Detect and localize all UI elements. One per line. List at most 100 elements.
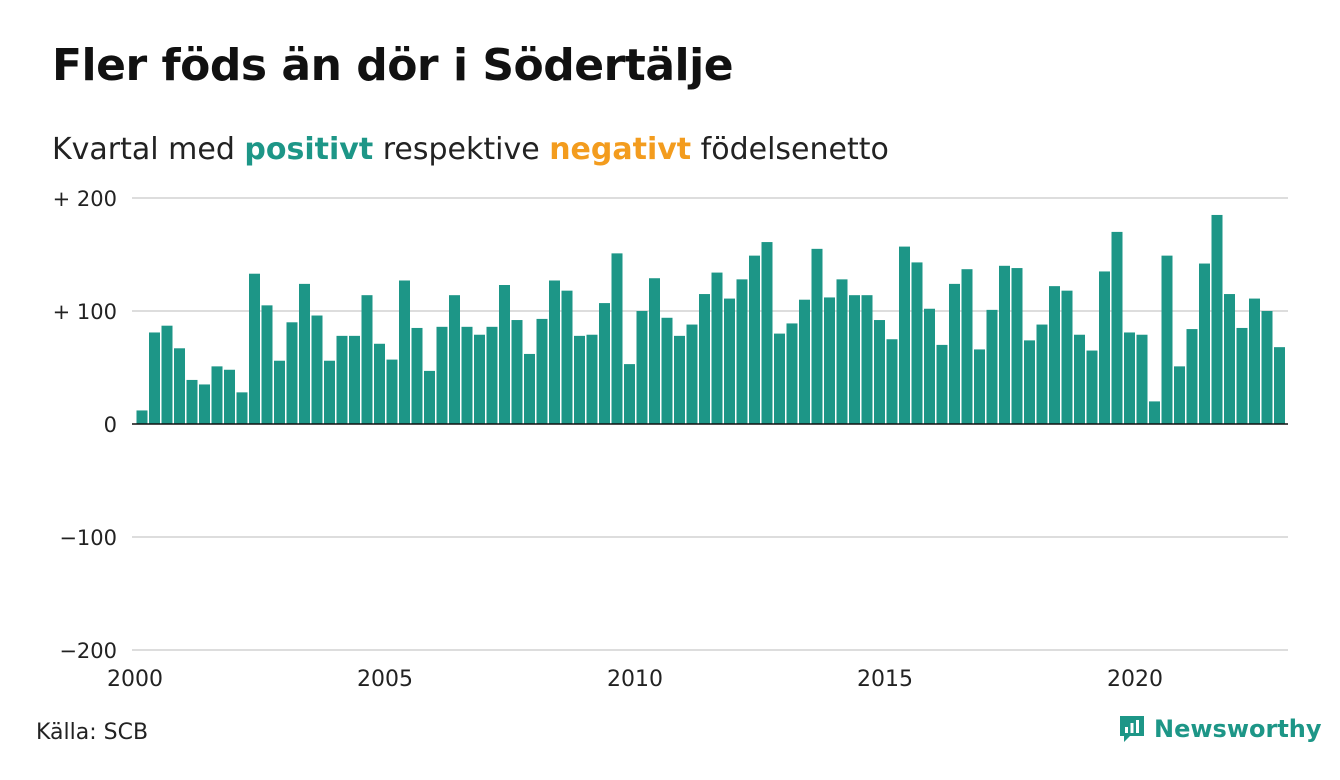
subtitle-middle: respektive [373,132,550,167]
bar [686,324,698,424]
bar [824,297,835,424]
bar [1199,263,1210,424]
bar [761,242,773,424]
bar [161,325,173,424]
bar [886,339,898,424]
bar [911,262,923,424]
bar [299,283,310,424]
bar [699,294,710,424]
bar [199,384,210,424]
y-tick-label: −100 [59,526,117,550]
bar [1249,298,1260,424]
bar [724,298,735,424]
bar [924,308,935,424]
bar [674,335,685,424]
bar [749,255,760,424]
bar [436,326,448,424]
bar [1124,332,1135,424]
bar [1099,271,1110,424]
bar [1074,334,1085,424]
bar [1186,329,1198,424]
bar [274,360,285,424]
bar [361,295,373,424]
bar [211,366,223,424]
bar [149,332,160,424]
x-tick-label: 2015 [857,667,913,692]
bar [1049,286,1060,424]
source-note: Källa: SCB [36,720,149,745]
bar [949,283,960,424]
bar [561,290,573,424]
bar [624,364,635,424]
bar [1274,347,1285,424]
bar [1261,311,1273,424]
chart-subtitle: Kvartal med positivt respektive negativt… [52,132,889,167]
bar [811,248,823,424]
bar [799,299,810,424]
y-tick-label: 0 [104,413,117,437]
x-tick-label: 2005 [357,667,413,692]
y-tick-label: + 100 [53,300,117,324]
bar [249,273,260,424]
subtitle-prefix: Kvartal med [52,132,245,167]
bar [986,309,998,424]
bar [386,359,398,424]
bar [186,379,198,424]
subtitle-negative-word: negativt [549,132,692,167]
bar [1174,366,1185,424]
brand-logo: Newsworthy [1118,714,1322,744]
bar [286,322,298,424]
bar [586,334,598,424]
bar [236,392,248,424]
bar [549,280,560,424]
x-tick-label: 2010 [607,667,663,692]
bar [636,311,648,424]
bar [1236,327,1248,424]
bar [1011,268,1023,424]
bar [174,348,185,424]
bar [349,335,360,424]
bar [961,269,973,424]
chart-title: Fler föds än dör i Södertälje [52,40,734,91]
bar [449,295,460,424]
y-tick-label: + 200 [53,187,117,211]
bar [849,295,860,424]
bar [1224,294,1235,424]
bar [224,369,235,424]
bar [311,315,323,424]
bar [1149,401,1160,424]
bar [1086,350,1098,424]
brand-name: Newsworthy [1154,715,1322,743]
bar [486,326,498,424]
bar [474,334,485,424]
bar [461,326,473,424]
bar [374,343,385,424]
bar [1111,231,1123,424]
bar [1024,340,1035,424]
bar [836,279,848,424]
bar [261,305,273,424]
bar [1036,324,1048,424]
bar [936,344,948,424]
bar [1061,290,1073,424]
bar [1161,255,1173,424]
bar [411,327,423,424]
bar [599,303,610,424]
bar [499,285,510,424]
bar [999,265,1010,424]
bar [861,295,873,424]
bar [711,272,723,424]
bar [324,360,335,424]
bar [611,253,623,424]
bar [974,349,985,424]
bar [511,320,523,424]
y-tick-label: −200 [59,639,117,663]
subtitle-positive-word: positivt [244,132,374,167]
bar [649,278,660,424]
bar [574,335,585,424]
bar-chart: + 200 + 100 0 −100 −200 2000 2005 2010 2015 2020 [53,187,1288,692]
newsworthy-icon [1120,716,1144,742]
x-tick-label: 2020 [1107,667,1163,692]
bar [136,410,148,424]
bar [899,246,910,424]
